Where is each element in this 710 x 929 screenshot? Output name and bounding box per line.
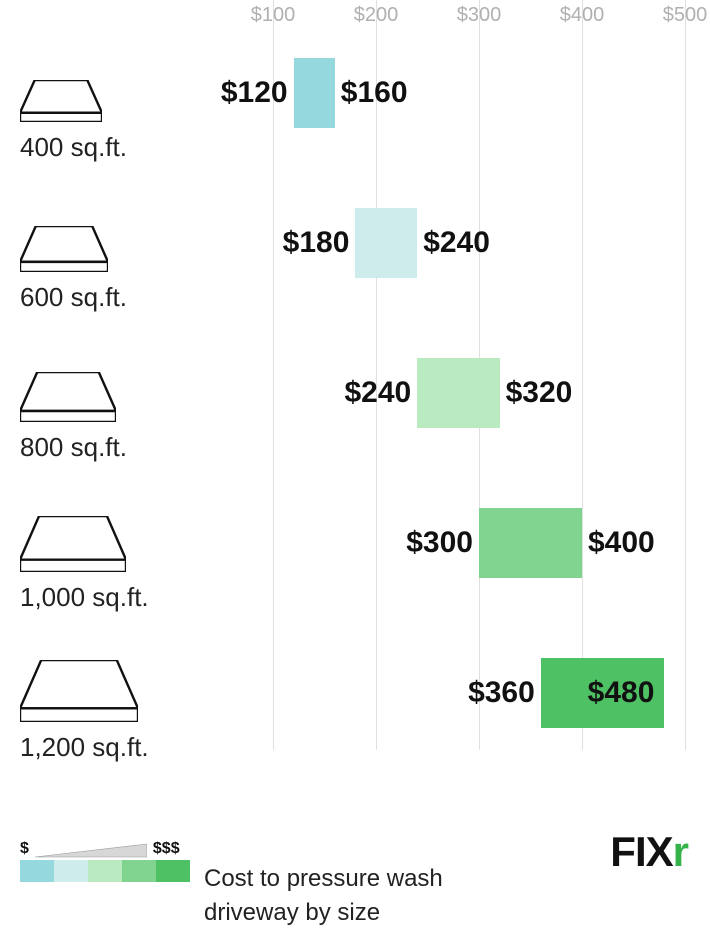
chart-row: 400 sq.ft. $120 $160 — [0, 40, 710, 190]
driveway-icon — [20, 372, 116, 427]
range-bar — [355, 208, 417, 278]
legend-swatch — [54, 860, 88, 882]
legend-scale: $ $$$ — [20, 840, 690, 858]
axis-tick-label: $500 — [663, 4, 708, 27]
range-bar — [294, 58, 335, 128]
chart-row: 600 sq.ft. $180 $240 — [0, 190, 710, 340]
size-label: 1,000 sq.ft. — [20, 582, 149, 613]
price-high: $160 — [341, 76, 408, 110]
driveway-icon — [20, 80, 102, 127]
size-label: 600 sq.ft. — [20, 282, 127, 313]
legend-swatch — [20, 860, 54, 882]
price-high: $320 — [506, 376, 573, 410]
chart-row: 1,000 sq.ft. $300 $400 — [0, 490, 710, 640]
price-low: $120 — [221, 76, 288, 110]
legend: $ $$$ Cost to pressure wash driveway by … — [20, 840, 690, 882]
chart-row: 800 sq.ft. $240 $320 — [0, 340, 710, 490]
legend-wedge-icon — [35, 842, 147, 858]
size-label: 400 sq.ft. — [20, 132, 127, 163]
logo-dark: FIX — [610, 828, 672, 875]
chart-row: 1,200 sq.ft. $360 $480 — [0, 640, 710, 790]
driveway-icon — [20, 660, 138, 727]
axis-tick-label: $100 — [251, 4, 296, 27]
driveway-icon — [20, 516, 126, 577]
driveway-icon — [20, 226, 108, 277]
logo-green: r — [673, 828, 688, 875]
axis-tick-label: $300 — [457, 4, 502, 27]
price-low: $360 — [468, 676, 535, 710]
price-low: $180 — [283, 226, 350, 260]
axis-tick-label: $400 — [560, 4, 605, 27]
legend-swatch — [156, 860, 190, 882]
legend-caption: Cost to pressure wash driveway by size — [204, 862, 544, 929]
price-high: $480 — [588, 676, 655, 710]
range-bar — [417, 358, 499, 428]
price-low: $300 — [406, 526, 473, 560]
fixr-logo: FIXr — [610, 828, 688, 876]
chart-area: $100$200$300$400$500 400 sq.ft.$120$160 … — [0, 0, 710, 790]
price-high: $240 — [423, 226, 490, 260]
legend-high-symbol: $$$ — [153, 840, 180, 858]
legend-low-symbol: $ — [20, 840, 29, 858]
legend-swatch — [122, 860, 156, 882]
price-high: $400 — [588, 526, 655, 560]
size-label: 1,200 sq.ft. — [20, 732, 149, 763]
price-low: $240 — [344, 376, 411, 410]
range-bar — [479, 508, 582, 578]
legend-swatch — [88, 860, 122, 882]
axis-tick-label: $200 — [354, 4, 399, 27]
size-label: 800 sq.ft. — [20, 432, 127, 463]
